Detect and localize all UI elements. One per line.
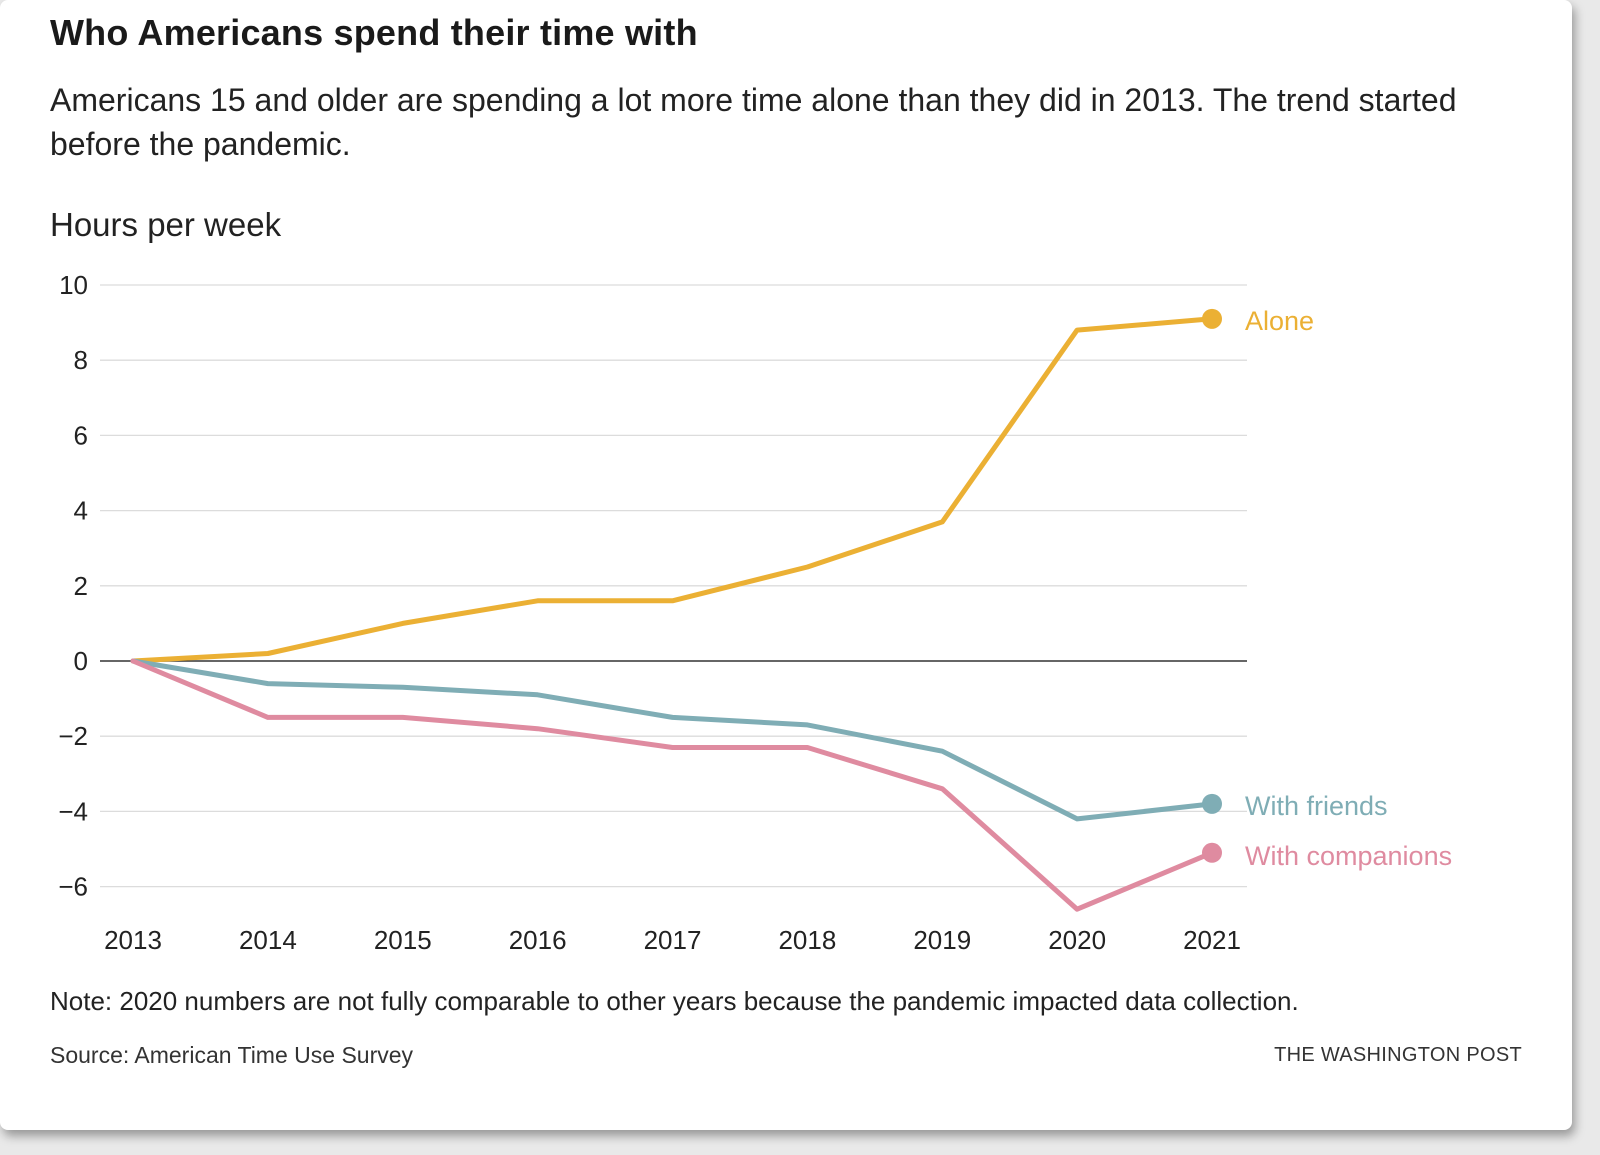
series-end-dot-with-companions (1202, 842, 1222, 863)
chart-subtitle: Americans 15 and older are spending a lo… (50, 82, 1457, 162)
series-end-dot-alone (1202, 308, 1222, 329)
y-tick-label: 4 (74, 496, 88, 526)
series-label-with-friends: With friends (1245, 791, 1388, 821)
x-tick-label: 2016 (509, 925, 567, 955)
y-tick-label: 2 (74, 571, 88, 601)
series-label-alone: Alone (1245, 306, 1314, 336)
y-tick-label: 0 (74, 646, 88, 676)
y-tick-label: −4 (58, 796, 88, 826)
chart-note: Note: 2020 numbers are not fully compara… (50, 986, 1299, 1016)
line-chart: 10 8 6 4 2 0 −2 −4 −6 2013 2014 2015 2016 2017 2018 201… (58, 270, 1452, 955)
y-tick-label: 6 (74, 420, 88, 450)
chart-source: Source: American Time Use Survey (50, 1042, 414, 1068)
y-tick-label: 10 (59, 270, 88, 300)
publisher-credit: THE WASHINGTON POST (1274, 1044, 1522, 1066)
x-tick-label: 2020 (1048, 925, 1106, 955)
y-tick-label: 8 (74, 345, 88, 375)
series-line-with-companions (130, 658, 1215, 912)
x-tick-label: 2021 (1183, 925, 1241, 955)
series-label-with-companions: With companions (1245, 841, 1452, 871)
series-end-dot-with-friends (1202, 793, 1222, 814)
chart-title: Who Americans spend their time with (50, 12, 698, 53)
x-tick-label: 2013 (104, 925, 162, 955)
x-tick-label: 2014 (239, 925, 297, 955)
y-axis-unit-label: Hours per week (50, 206, 282, 243)
x-tick-label: 2015 (374, 925, 432, 955)
series-line-with-friends (130, 658, 1215, 822)
y-tick-label: −2 (58, 721, 88, 751)
x-tick-label: 2017 (644, 925, 702, 955)
chart-card: Who Americans spend their time with Amer… (0, 0, 1572, 1130)
series-line-alone (130, 316, 1215, 664)
y-tick-label: −6 (58, 872, 88, 902)
x-tick-label: 2018 (778, 925, 836, 955)
x-tick-label: 2019 (913, 925, 971, 955)
